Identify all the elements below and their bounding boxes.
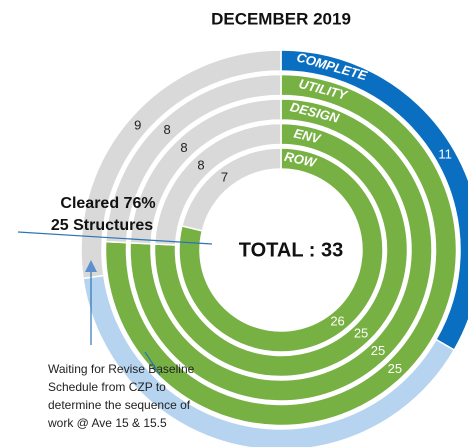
value-label: 26 — [330, 313, 344, 328]
value-label: 7 — [221, 170, 228, 185]
value-label: 25 — [388, 361, 402, 376]
ring-segment — [180, 147, 282, 232]
ring-segment — [153, 122, 409, 378]
waiting-annotation: Waiting for Revise Baseline — [48, 362, 195, 376]
ring-segment — [80, 49, 282, 280]
annotation-arrow — [85, 260, 161, 376]
value-label: 25 — [371, 343, 385, 358]
waiting-annotation: work @ Ave 15 & 15.5 — [47, 416, 167, 430]
ring-segment — [153, 122, 282, 246]
ring-segment — [178, 147, 384, 353]
value-label: 25 — [354, 325, 368, 340]
ring-segment — [104, 73, 282, 244]
cleared-annotation: Cleared 76% — [60, 195, 155, 212]
ring-segment — [129, 98, 282, 245]
value-label: 11 — [438, 147, 452, 162]
cleared-annotation: 25 Structures — [51, 217, 153, 234]
ring-segment — [104, 73, 458, 427]
arrow-head — [85, 260, 97, 272]
value-label: 8 — [197, 157, 204, 172]
rings: 119COMPLETE258UTILITY258DESIGN258ENV267R… — [80, 49, 468, 447]
arrow-stub — [144, 351, 161, 376]
ring-segment — [129, 98, 433, 402]
value-label: 8 — [164, 122, 171, 137]
waiting-annotation: Schedule from CZP to — [48, 380, 166, 394]
ring-name: ROW — [283, 149, 319, 171]
ring-name: ENV — [292, 126, 323, 147]
annotation-line — [17, 231, 213, 245]
value-label: 8 — [180, 140, 187, 155]
waiting-annotation: determine the sequence of — [48, 398, 191, 412]
chart-title: DECEMBER 2019 — [211, 9, 351, 28]
center-label: TOTAL : 33 — [239, 239, 343, 261]
value-label: 9 — [134, 117, 141, 132]
